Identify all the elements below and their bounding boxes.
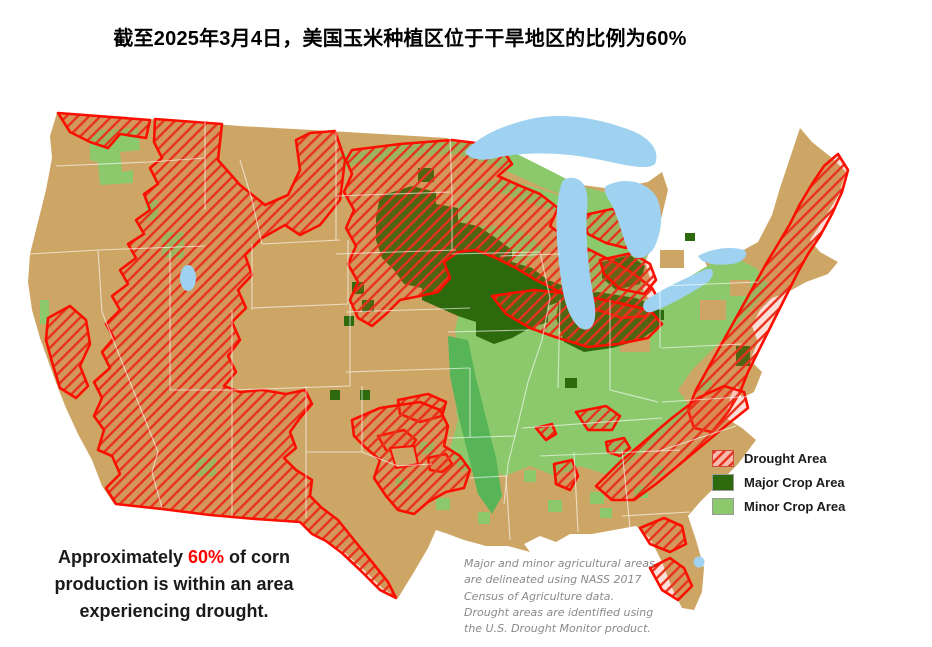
- map-legend: Drought Area Major Crop Area Minor Crop …: [712, 450, 845, 522]
- great-lakes: [180, 115, 747, 568]
- drought-area-swatch-icon: [712, 450, 734, 467]
- state-boundaries: [29, 122, 759, 541]
- corn-drought-statement: Approximately 60% of corn production is …: [28, 544, 320, 625]
- statement-highlight-60pct: 60%: [188, 547, 225, 567]
- statement-suffix: of corn production is within an area exp…: [54, 547, 294, 621]
- source-note: Major and minor agricultural areas are d…: [464, 557, 655, 636]
- legend-label-drought: Drought Area: [744, 451, 827, 466]
- statement-prefix: Approximately: [57, 547, 188, 567]
- legend-label-minor-crop: Minor Crop Area: [744, 499, 846, 514]
- legend-item-major-crop: Major Crop Area: [712, 474, 845, 491]
- major-crop-swatch-icon: [712, 474, 734, 491]
- page-title: 截至2025年3月4日，美国玉米种植区位于干旱地区的比例为60%: [113, 28, 687, 50]
- legend-label-major-crop: Major Crop Area: [744, 475, 845, 490]
- mississippi-valley-green: [448, 336, 502, 514]
- minor-crop-swatch-icon: [712, 498, 734, 515]
- legend-item-minor-crop: Minor Crop Area: [712, 498, 845, 515]
- legend-item-drought: Drought Area: [712, 450, 845, 467]
